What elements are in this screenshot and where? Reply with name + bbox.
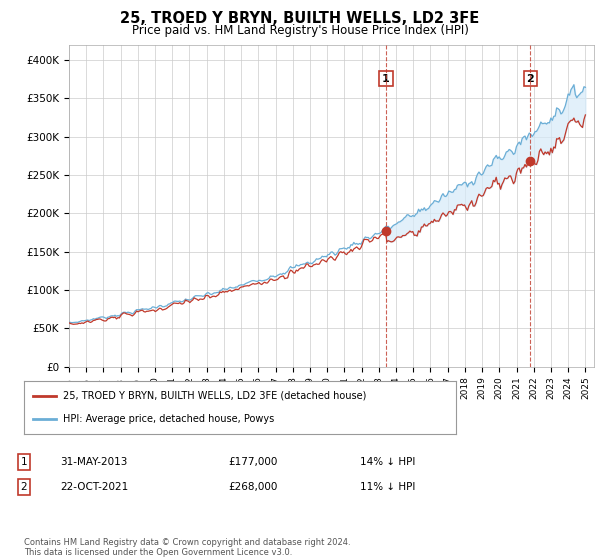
Text: 2: 2 bbox=[20, 482, 28, 492]
Text: 1: 1 bbox=[20, 457, 28, 467]
Text: Price paid vs. HM Land Registry's House Price Index (HPI): Price paid vs. HM Land Registry's House … bbox=[131, 24, 469, 36]
Text: 25, TROED Y BRYN, BUILTH WELLS, LD2 3FE: 25, TROED Y BRYN, BUILTH WELLS, LD2 3FE bbox=[121, 11, 479, 26]
Text: £268,000: £268,000 bbox=[228, 482, 277, 492]
Text: Contains HM Land Registry data © Crown copyright and database right 2024.
This d: Contains HM Land Registry data © Crown c… bbox=[24, 538, 350, 557]
Text: 25, TROED Y BRYN, BUILTH WELLS, LD2 3FE (detached house): 25, TROED Y BRYN, BUILTH WELLS, LD2 3FE … bbox=[63, 391, 366, 401]
Text: 1: 1 bbox=[382, 73, 390, 83]
Text: 31-MAY-2013: 31-MAY-2013 bbox=[60, 457, 127, 467]
Text: 22-OCT-2021: 22-OCT-2021 bbox=[60, 482, 128, 492]
Text: 14% ↓ HPI: 14% ↓ HPI bbox=[360, 457, 415, 467]
Text: 11% ↓ HPI: 11% ↓ HPI bbox=[360, 482, 415, 492]
Text: HPI: Average price, detached house, Powys: HPI: Average price, detached house, Powy… bbox=[63, 414, 274, 424]
Text: 2: 2 bbox=[526, 73, 534, 83]
Text: £177,000: £177,000 bbox=[228, 457, 277, 467]
